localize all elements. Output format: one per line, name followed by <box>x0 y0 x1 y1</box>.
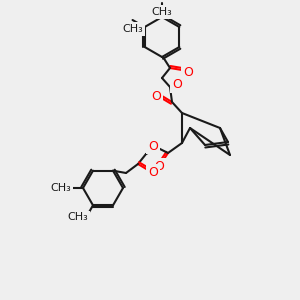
Text: CH₃: CH₃ <box>51 183 71 193</box>
Text: O: O <box>148 166 158 178</box>
Text: O: O <box>172 79 182 92</box>
Text: O: O <box>183 65 193 79</box>
Text: O: O <box>154 160 164 172</box>
Text: CH₃: CH₃ <box>122 24 143 34</box>
Text: CH₃: CH₃ <box>152 7 172 17</box>
Text: CH₃: CH₃ <box>68 212 88 222</box>
Text: O: O <box>148 140 158 152</box>
Text: O: O <box>151 89 161 103</box>
